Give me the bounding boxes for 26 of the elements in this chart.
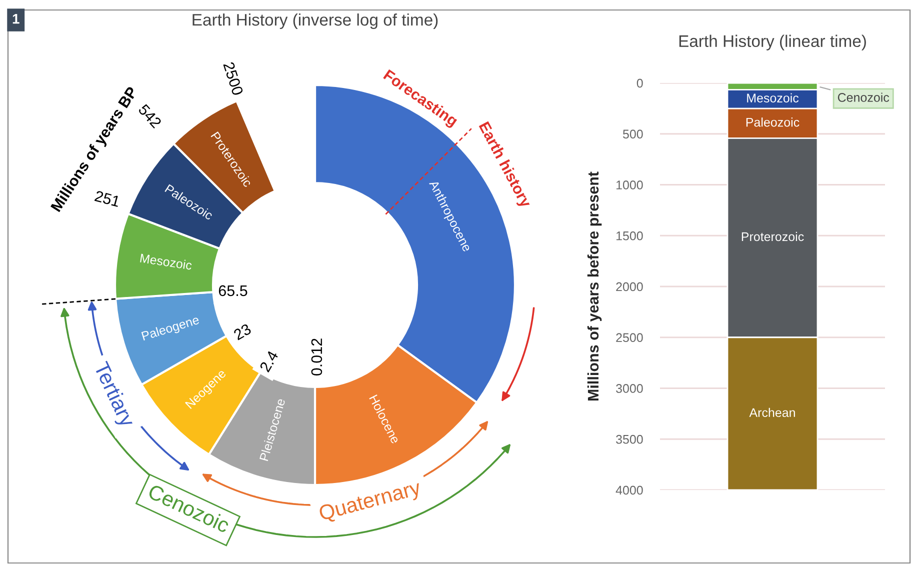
series-label: Cenozoic xyxy=(838,92,890,102)
chart-title: Earth History (inverse log of time) xyxy=(192,13,438,30)
text: 65.5 xyxy=(218,285,248,296)
text: 1 xyxy=(12,14,20,24)
y-tick-label: 1500 xyxy=(616,231,643,240)
slice-label: Mesozoic xyxy=(140,253,192,270)
y-tick-label: 4000 xyxy=(616,486,643,495)
text: 0.012 xyxy=(311,338,322,376)
text: 2.4 xyxy=(259,350,279,373)
y-tick-label: 2000 xyxy=(616,282,643,292)
text: 23 xyxy=(232,323,252,340)
series-label: Archean xyxy=(749,408,795,418)
series-label: Paleozoic xyxy=(746,118,800,127)
y-tick-label: 500 xyxy=(622,130,643,139)
series-label: Proterozoic xyxy=(742,232,804,242)
chart-title: Earth History (linear time) xyxy=(679,34,866,50)
series-label: Mesozoic xyxy=(747,93,799,102)
text: 251 xyxy=(94,190,120,208)
text: 542 xyxy=(138,103,162,129)
y-tick-label: 0 xyxy=(636,78,643,88)
y-tick-label: 2500 xyxy=(616,333,643,342)
y-tick-label: 3500 xyxy=(616,434,643,444)
y-tick-label: 3000 xyxy=(616,384,643,393)
y-axis-title: Millions of years before present xyxy=(587,172,602,401)
y-tick-label: 1000 xyxy=(616,180,643,190)
text: 2500 xyxy=(223,61,244,96)
